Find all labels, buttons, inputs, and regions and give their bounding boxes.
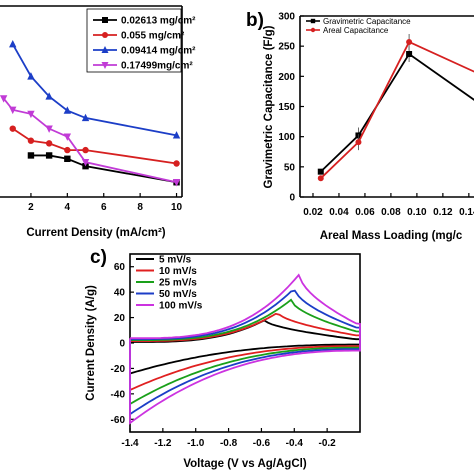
y-axis-label: Current Density (A/g): [85, 285, 97, 401]
series-line-gravimetric-capacitance: [320, 52, 474, 173]
y-tick-label: 60: [114, 262, 126, 273]
data-point: [9, 40, 17, 48]
x-tick-label: -1.2: [154, 438, 172, 449]
x-axis-label: Areal Mass Loading (mg/c: [320, 230, 463, 242]
legend-entry: 100 mV/s: [159, 301, 203, 312]
legend-marker: [101, 46, 109, 53]
legend-a: 0.02613 mg/cm² 0.055 mg/cm² 0.09414 mg/cm²…: [86, 8, 196, 73]
panel-a: 2 4 6 8 10 0.02613 mg/cm² 0.055 mg/cm² 0.09414 …: [0, 5, 196, 239]
legend-entry: 25 mV/s: [159, 278, 197, 289]
y-tick-label: 200: [278, 72, 295, 83]
series-line-0-09414-mg-cm: [11, 43, 177, 137]
panel-c: c) -60 -40 -20 0 20 40 60 -1.4 -1.2 -1.0 -0.8 -0.6 -0…: [85, 247, 361, 470]
data-point: [172, 131, 181, 139]
y-tick-label: 0: [289, 193, 295, 204]
x-axis-label: Voltage (V vs Ag/AgCl): [183, 458, 306, 470]
y-tick-label: 150: [278, 102, 295, 113]
legend-entry: 0.09414 mg/cm²: [121, 46, 196, 57]
y-tick-label: -40: [111, 389, 126, 400]
y-tick-label: 40: [114, 288, 126, 299]
x-tick-label: 8: [137, 202, 143, 213]
y-tick-label: 50: [284, 162, 296, 173]
panel-label-b: b): [246, 10, 264, 31]
x-tick-label: 0.08: [381, 207, 401, 218]
data-point: [81, 113, 90, 122]
x-tick-label: 10: [171, 202, 183, 213]
x-tick-label: 0.06: [355, 207, 375, 218]
series-line-0-055-mg-cm: [12, 127, 177, 165]
x-tick-label: 0.04: [329, 207, 349, 218]
data-point: [45, 140, 53, 147]
data-point: [45, 125, 53, 133]
y-tick-label: 0: [119, 339, 125, 350]
legend-marker: [102, 17, 108, 23]
data-point: [27, 110, 35, 119]
legend-marker: [101, 62, 109, 69]
data-point: [81, 158, 90, 167]
x-axis-label: Current Density (mA/cm²): [26, 227, 165, 239]
y-tick-label: -60: [111, 415, 126, 426]
y-axis-label: Gravimetric Capacitance (F/g): [263, 25, 275, 188]
x-tick-label: 4: [65, 202, 71, 213]
legend-marker: [310, 27, 316, 33]
panel-b: b) 0 50 100 150 200 250 300 0.02 0.04 0.06 0.08 0.10…: [246, 10, 474, 242]
data-point: [9, 106, 17, 115]
data-point: [82, 146, 89, 154]
y-tick-label: 100: [278, 132, 295, 143]
data-point: [0, 95, 8, 103]
x-tick-label: 6: [101, 202, 107, 213]
data-point: [317, 168, 324, 175]
legend-entry: 0.02613 mg/cm²: [121, 16, 196, 27]
x-tick-label: 0.14: [459, 207, 474, 218]
legend-entry: 10 mV/s: [159, 266, 197, 277]
data-point: [27, 152, 35, 159]
x-tick-label: -0.4: [286, 438, 304, 449]
data-point: [45, 92, 53, 100]
x-tick-label: 0.10: [407, 207, 427, 218]
x-tick-label: 0.12: [433, 207, 453, 218]
legend-entry: 50 mV/s: [159, 289, 197, 300]
x-tick-label: -0.8: [220, 438, 238, 449]
series-line-100-mv-s: [129, 273, 361, 425]
legend-entry: Gravimetric Capacitance: [323, 17, 411, 26]
y-tick-label: -20: [111, 364, 126, 375]
x-tick-label: -0.2: [319, 438, 337, 449]
x-tick-label: -1.4: [121, 438, 139, 449]
y-tick-label: 250: [278, 42, 295, 53]
y-tick-label: 20: [114, 313, 126, 324]
data-point: [63, 133, 72, 141]
data-point: [27, 72, 35, 80]
legend-marker: [310, 18, 316, 24]
x-tick-label: 0.02: [303, 207, 323, 218]
data-point: [173, 160, 180, 167]
legend-entry: 0.055 mg/cm²: [121, 31, 185, 42]
data-point: [63, 106, 72, 114]
data-point: [27, 137, 35, 144]
data-point: [406, 38, 413, 45]
x-tick-label: -0.6: [253, 438, 271, 449]
data-point: [64, 146, 71, 154]
data-point: [45, 152, 53, 159]
data-point: [64, 155, 71, 162]
data-point: [9, 125, 16, 132]
data-point: [406, 51, 413, 58]
data-point: [317, 175, 324, 182]
series-line-areal-capacitance: [320, 40, 474, 179]
legend-entry: Areal Capacitance: [323, 26, 389, 35]
data-point: [355, 139, 362, 146]
x-tick-label: 2: [28, 202, 34, 213]
legend-entry: 0.17499mg/cm²: [121, 61, 193, 72]
data-point: [172, 179, 181, 187]
legend-marker: [102, 32, 108, 38]
x-tick-label: -1.0: [187, 438, 205, 449]
y-tick-label: 300: [278, 12, 295, 23]
legend-entry: 5 mV/s: [159, 255, 192, 266]
panel-label-c: c): [90, 247, 107, 268]
